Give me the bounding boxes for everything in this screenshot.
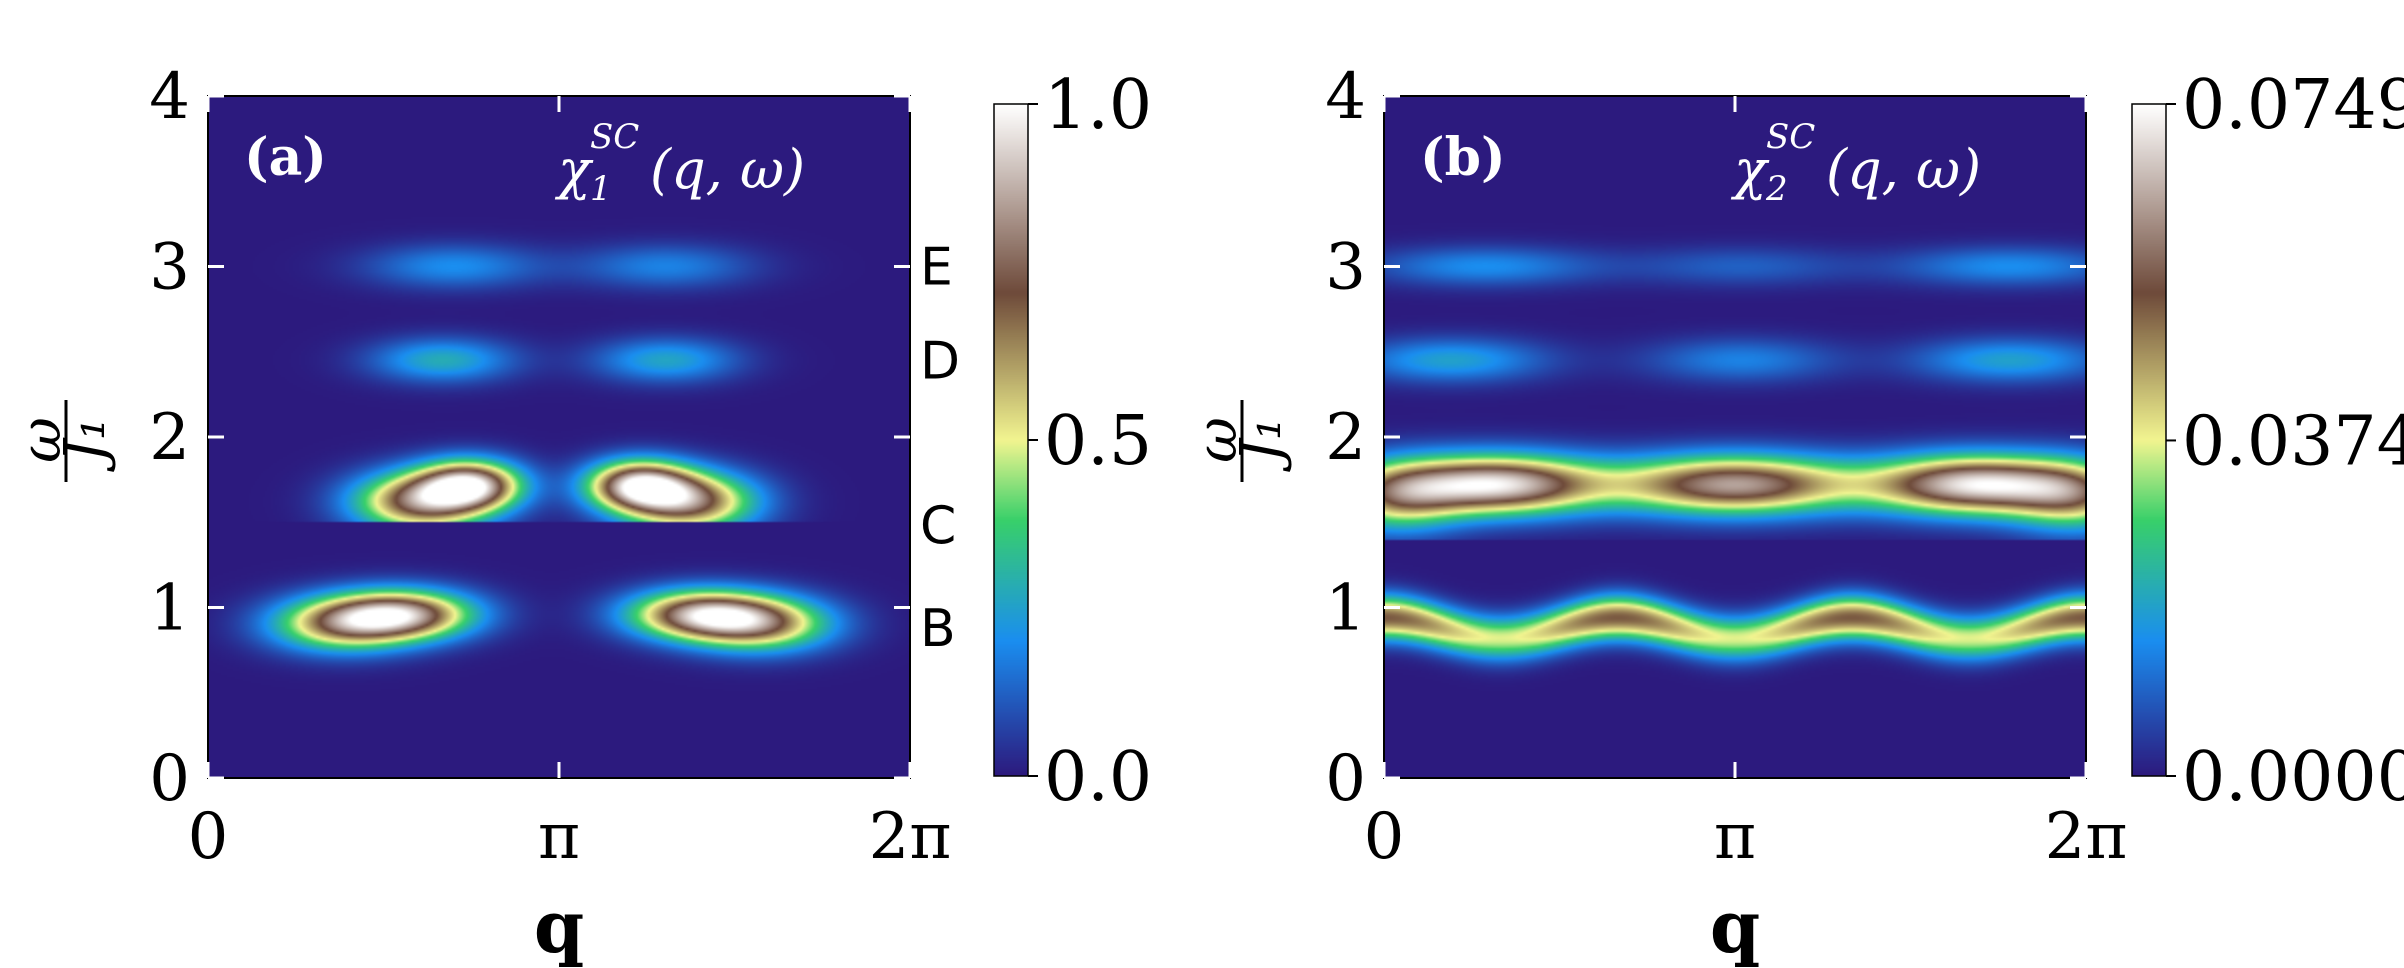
y-axis-label-b: ω J₁	[1185, 400, 1294, 482]
colorbar-ticks-b: 0.0000 0.0374 0.0749	[2166, 66, 2404, 817]
panel-title-a: χ SC 1 (q, ω)	[554, 117, 805, 209]
ylabel-num-a: ω	[9, 417, 74, 463]
y-tick-label: 4	[149, 60, 190, 134]
ylabel-den-a: J₁	[53, 418, 118, 473]
band-label-b: B	[920, 599, 956, 659]
y-tick-label: 3	[149, 231, 190, 305]
x-tick-label: 0	[1364, 800, 1405, 874]
y-tick-label: 1	[1325, 572, 1366, 646]
panel-label-a: (a)	[244, 127, 327, 188]
band-label-d: D	[920, 331, 960, 391]
colorbar-tick-label: 0.0374	[2182, 402, 2404, 481]
colorbar-tick-label: 0.0	[1044, 738, 1152, 817]
band-label-c: C	[920, 497, 956, 557]
heatmap-a	[208, 96, 910, 778]
y-tick-label: 4	[1325, 60, 1366, 134]
title-args-b: (q, ω)	[1826, 138, 1981, 201]
panel-label-b: (b)	[1420, 127, 1506, 188]
y-tick-label: 2	[1325, 401, 1366, 475]
x-tick-label: 2π	[2045, 800, 2128, 874]
ylabel-num-b: ω	[1185, 417, 1250, 463]
ylabel-den-b: J₁	[1229, 418, 1294, 473]
y-tick-label: 3	[1325, 231, 1366, 305]
title-args-a: (q, ω)	[650, 138, 805, 201]
colorbar-ticks-a: 0.0 0.5 1.0	[1028, 66, 1152, 817]
ticks-a: 0 π 2π 0 1 2 3 4	[149, 60, 951, 874]
band-labels-a: ED CB	[920, 238, 960, 659]
y-tick-label: 0	[149, 742, 190, 816]
title-sub-b: 2	[1765, 169, 1788, 209]
panel-b: 0 π 2π 0 1 2 3 4 (b) χ SC 2 (q, ω) ω J₁ q 0.000…	[1185, 60, 2404, 968]
x-tick-label: π	[1714, 800, 1756, 874]
colorbar-tick-label: 1.0	[1044, 66, 1152, 145]
y-tick-label: 1	[149, 572, 190, 646]
x-tick-label: 2π	[869, 800, 952, 874]
x-tick-label: π	[538, 800, 580, 874]
ticks-b: 0 π 2π 0 1 2 3 4	[1325, 60, 2127, 874]
title-main-b: χ	[1730, 138, 1770, 201]
x-axis-label-b: q	[1710, 884, 1760, 968]
x-axis-label-a: q	[534, 884, 584, 968]
title-sup-a: SC	[590, 117, 639, 157]
title-main-a: χ	[554, 138, 594, 201]
y-tick-label: 2	[149, 401, 190, 475]
heatmap-b	[1384, 96, 2086, 778]
y-tick-label: 0	[1325, 742, 1366, 816]
x-tick-label: 0	[188, 800, 229, 874]
colorbar-b	[2132, 104, 2166, 776]
colorbar-tick-label: 0.0749	[2182, 66, 2404, 145]
colorbar-a	[994, 104, 1028, 776]
colorbar-tick-label: 0.5	[1044, 402, 1152, 481]
band-label-e: E	[920, 238, 953, 298]
colorbar-tick-label: 0.0000	[2182, 738, 2404, 817]
title-sup-b: SC	[1766, 117, 1815, 157]
y-axis-label-a: ω J₁	[9, 400, 118, 482]
title-sub-a: 1	[590, 169, 612, 209]
panel-title-b: χ SC 2 (q, ω)	[1730, 117, 1981, 209]
